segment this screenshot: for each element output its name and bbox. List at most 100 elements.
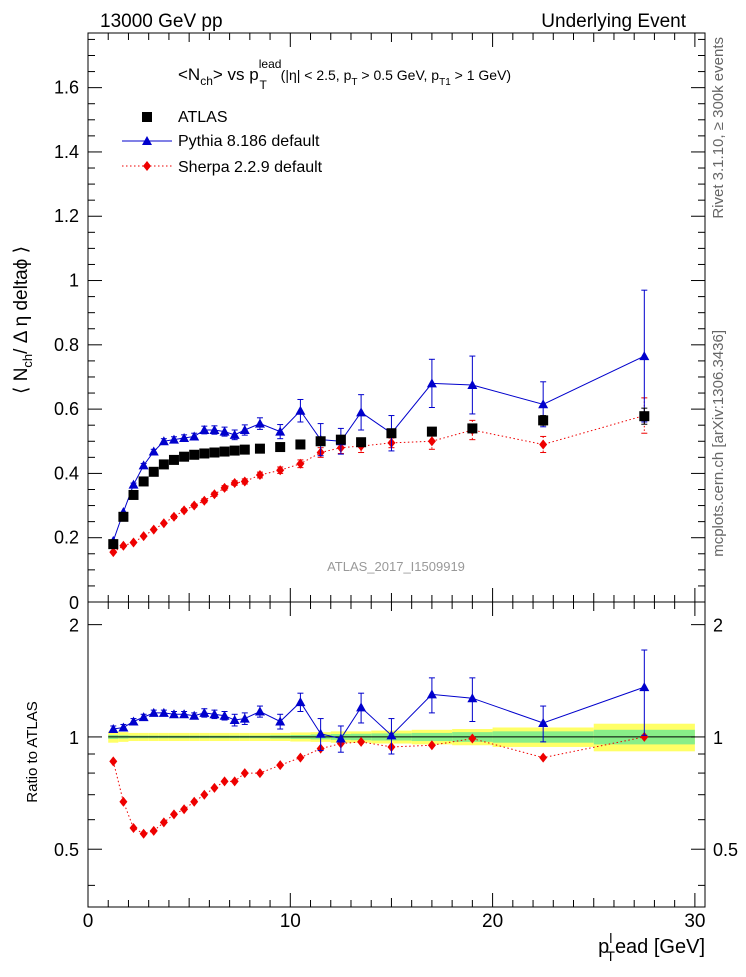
x-tick-label: 0 (83, 911, 94, 932)
series-2 (109, 397, 649, 558)
data-point (148, 466, 159, 477)
data-point (119, 540, 128, 551)
data-point (159, 518, 168, 529)
data-point (220, 776, 229, 787)
data-point (254, 443, 265, 454)
legend-label-pythia: Pythia 8.186 default (178, 133, 320, 150)
data-point (239, 425, 250, 435)
data-point (254, 706, 265, 716)
plot-title: <Nch> vs plead T (|η| < 2.5, pT > 0.5 GeV… (178, 57, 511, 92)
data-point (426, 689, 437, 699)
ratio-series-line (112, 736, 645, 835)
rivet-label: Rivet 3.1.10, ≥ 300k events (710, 37, 727, 219)
data-point (276, 760, 285, 771)
data-point (129, 822, 138, 833)
data-point (159, 817, 168, 828)
data-point (335, 733, 346, 743)
data-point (467, 380, 478, 390)
data-point (335, 434, 346, 445)
ratio-x-ticks: 0 10 20 30 (83, 602, 705, 932)
main-x-ticks (87, 33, 696, 602)
y-tick-label: 0.8 (54, 335, 79, 355)
data-point (467, 423, 478, 434)
legend-label-atlas: ATLAS (178, 109, 228, 126)
data-point (189, 449, 200, 460)
data-point (158, 436, 169, 446)
ratio-series-1 (108, 649, 650, 755)
ratio-series-0 (109, 731, 649, 839)
data-point (276, 465, 285, 476)
data-point (109, 547, 118, 558)
data-point (118, 511, 129, 522)
data-point (295, 697, 306, 707)
data-point (427, 740, 436, 751)
data-point (386, 730, 397, 740)
data-point (108, 539, 119, 550)
ratio-y-tick-label: 1 (69, 728, 79, 748)
data-point (180, 804, 189, 815)
data-point (296, 752, 305, 763)
data-point (219, 426, 230, 436)
data-point (239, 713, 250, 723)
ratio-y-tick-label: 2 (713, 616, 723, 636)
data-point (179, 433, 190, 443)
data-point (180, 505, 189, 516)
y-axis-label: ⟨ Nch/ Δ η deltaϕ ⟩ (11, 246, 35, 394)
data-point (190, 796, 199, 807)
ratio-y-axis-label: Ratio to ATLAS (24, 701, 41, 802)
x-axis-label: pl Tead [GeV] (598, 930, 705, 964)
y-tick-label: 1 (69, 271, 79, 291)
data-point (219, 710, 230, 720)
ratio-series-layer (108, 649, 650, 839)
y-tick-label: 0.6 (54, 399, 79, 419)
ratio-frame (87, 601, 706, 908)
data-point (109, 756, 118, 767)
data-point (148, 707, 159, 717)
data-point (168, 454, 179, 465)
main-panel: 0.2 0.4 0.6 0.8 1 1.2 1.4 1.6 0 <Nch> vs plead T … (11, 32, 706, 613)
data-point (229, 429, 240, 439)
analysis-watermark: ATLAS_2017_I1509919 (327, 559, 465, 574)
data-point (275, 426, 286, 436)
header-left: 13000 GeV pp (100, 11, 223, 32)
data-point (189, 710, 200, 720)
data-point (640, 731, 649, 742)
data-point (138, 712, 149, 722)
header-right: Underlying Event (541, 11, 686, 32)
data-point (129, 537, 138, 548)
y-tick-label: 1.4 (54, 142, 79, 162)
data-point (209, 447, 220, 458)
data-point (209, 425, 220, 435)
legend-marker-sherpa (143, 161, 151, 171)
data-point (467, 693, 478, 703)
data-point (149, 524, 158, 535)
ratio-y-tick-label: 2 (69, 616, 79, 636)
data-point (315, 436, 326, 447)
data-point (468, 733, 477, 744)
data-point (169, 511, 178, 522)
main-y-ticks: 0.2 0.4 0.6 0.8 1 1.2 1.4 1.6 0 (54, 38, 705, 613)
data-point (189, 431, 200, 441)
data-point (229, 445, 240, 456)
data-point (210, 489, 219, 500)
ratio-y-tick-label: 1 (713, 728, 723, 748)
data-point (158, 707, 169, 717)
data-point (356, 437, 367, 448)
data-point (128, 489, 139, 500)
data-point (199, 425, 210, 435)
data-point (138, 476, 149, 487)
data-point (275, 716, 286, 726)
data-point (199, 707, 210, 717)
data-point (357, 736, 366, 747)
data-point (169, 809, 178, 820)
data-point (168, 709, 179, 719)
data-point (255, 768, 264, 779)
data-point (108, 724, 119, 734)
x-tick-label: 30 (684, 911, 705, 932)
series-line (112, 355, 645, 542)
data-point (295, 405, 306, 415)
legend-marker-atlas (142, 112, 152, 122)
y-tick-label: 0.4 (54, 463, 79, 483)
data-point (386, 428, 397, 439)
legend-label-sherpa: Sherpa 2.2.9 default (178, 159, 323, 176)
